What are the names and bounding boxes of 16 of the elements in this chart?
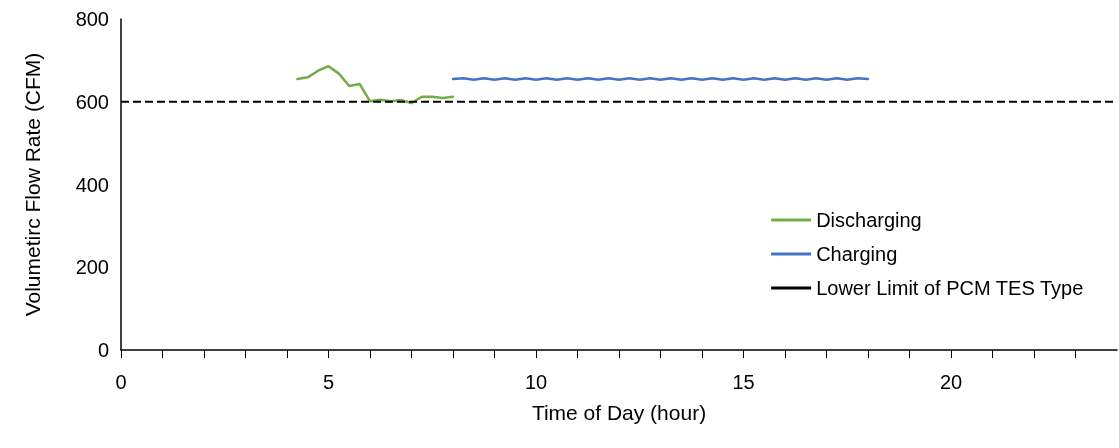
legend-label: Charging: [816, 243, 898, 265]
x-tick-label: 15: [732, 371, 755, 393]
legend-label: Lower Limit of PCM TES Type: [816, 277, 1084, 299]
y-tick-label: 800: [75, 8, 109, 30]
y-axis-title: Volumetirc Flow Rate (CFM): [21, 52, 44, 317]
x-axis-title: Time of Day (hour): [531, 401, 707, 424]
y-tick-label: 400: [75, 173, 109, 196]
x-tick-label: 0: [115, 371, 127, 393]
y-tick-label: 200: [75, 256, 109, 279]
x-tick-label: 20: [939, 371, 963, 393]
line-series: [296, 64, 455, 105]
x-tick-label: 10: [524, 371, 548, 393]
y-tick-label: 600: [75, 90, 109, 113]
legend-label: Discharging: [816, 209, 922, 231]
y-tick-label: 0: [97, 339, 109, 361]
x-tick-label: 5: [322, 371, 335, 393]
